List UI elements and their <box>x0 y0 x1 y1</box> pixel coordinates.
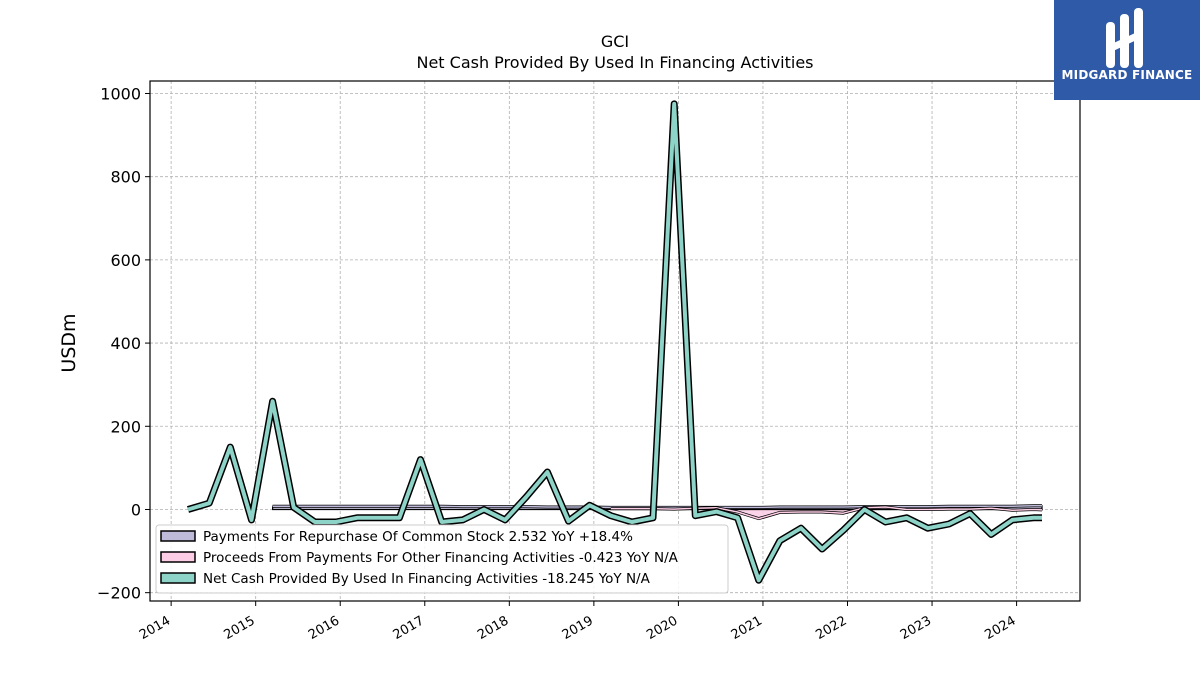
series-line-1 <box>610 506 1043 520</box>
brand-mark-icon <box>1106 8 1143 68</box>
y-axis-label: USDm <box>58 313 80 372</box>
chart-title: GCI <box>601 32 629 51</box>
legend-swatch <box>160 530 196 542</box>
x-tick-label: 2017 <box>391 613 427 643</box>
x-tick-label: 2021 <box>729 613 765 643</box>
x-tick-label: 2014 <box>137 613 173 643</box>
legend-entry: Proceeds From Payments For Other Financi… <box>203 550 679 566</box>
legend: Payments For Repurchase Of Common Stock … <box>155 524 729 594</box>
y-tick-label: 400 <box>110 334 141 353</box>
legend-box <box>155 524 729 594</box>
y-tick-label: 200 <box>110 417 141 436</box>
x-tick-label: 2024 <box>982 613 1018 643</box>
legend-entry: Net Cash Provided By Used In Financing A… <box>203 571 651 587</box>
x-tick-label: 2015 <box>222 613 258 643</box>
y-tick-label: 0 <box>131 500 141 519</box>
x-tick-label: 2023 <box>898 613 934 643</box>
legend-entry: Payments For Repurchase Of Common Stock … <box>203 529 633 545</box>
x-tick-label: 2019 <box>560 613 596 643</box>
brand-name: MIDGARD FINANCE <box>1061 68 1193 82</box>
legend-swatch <box>160 551 196 563</box>
y-tick-label: −200 <box>97 584 141 603</box>
axes <box>149 80 1081 602</box>
chart-subtitle: Net Cash Provided By Used In Financing A… <box>416 53 813 72</box>
series-layer <box>187 100 1043 584</box>
x-tick-label: 2020 <box>644 613 680 643</box>
plot-frame <box>149 80 1081 602</box>
x-tick-label: 2016 <box>306 613 342 643</box>
y-tick-label: 600 <box>110 251 141 270</box>
series-line-2 <box>187 101 1042 583</box>
brand-logo: MIDGARD FINANCE <box>1054 0 1200 100</box>
legend-swatch <box>160 572 196 584</box>
grid-lines <box>150 81 1080 601</box>
x-tick-label: 2018 <box>475 613 511 643</box>
y-tick-label: 1000 <box>100 84 141 103</box>
x-tick-label: 2022 <box>813 613 849 643</box>
y-tick-label: 800 <box>110 168 141 187</box>
